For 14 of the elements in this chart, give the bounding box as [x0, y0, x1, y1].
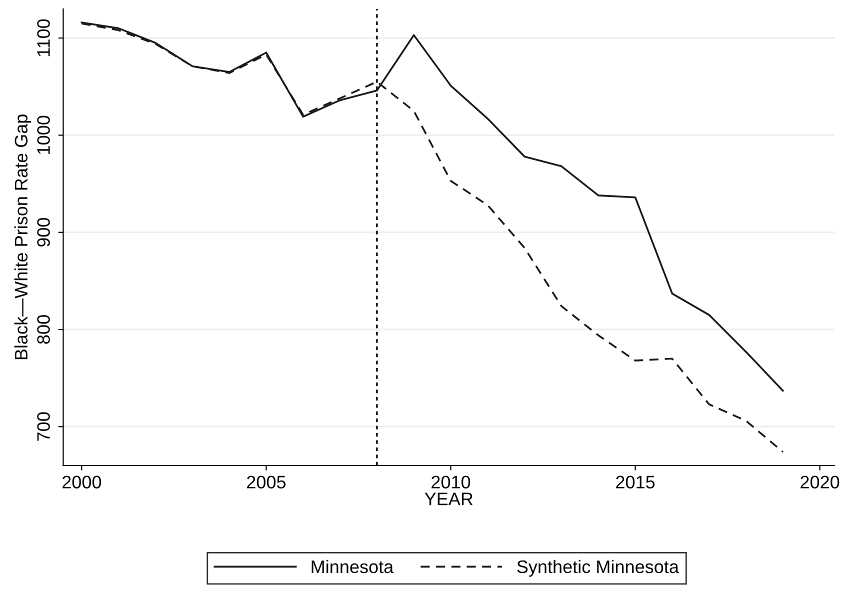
y-tick-label: 700 [37, 412, 50, 441]
x-tick-label: 2000 [62, 476, 102, 488]
x-tick-label: 2005 [247, 476, 286, 488]
legend-label: Minnesota [312, 560, 394, 574]
y-tick-label: 1000 [37, 116, 50, 154]
legend-label: Synthetic Minnesota [517, 560, 679, 577]
x-axis-title: YEAR [424, 492, 473, 506]
x-tick-label: 2010 [432, 476, 470, 488]
x-tick-label: 2020 [800, 476, 840, 488]
y-tick-label: 800 [37, 315, 50, 344]
y-tick-label: 900 [37, 218, 50, 247]
y-tick-label: 1100 [37, 19, 50, 56]
x-tick-label: 2015 [616, 476, 655, 488]
y-axis-title: Black—White Prison Rate Gap [14, 114, 32, 360]
